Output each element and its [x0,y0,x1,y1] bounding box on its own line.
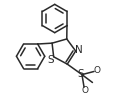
Text: O: O [94,66,101,75]
Text: N: N [75,45,83,55]
Text: S: S [48,55,54,65]
Text: O: O [81,86,88,95]
Text: S: S [78,69,84,79]
